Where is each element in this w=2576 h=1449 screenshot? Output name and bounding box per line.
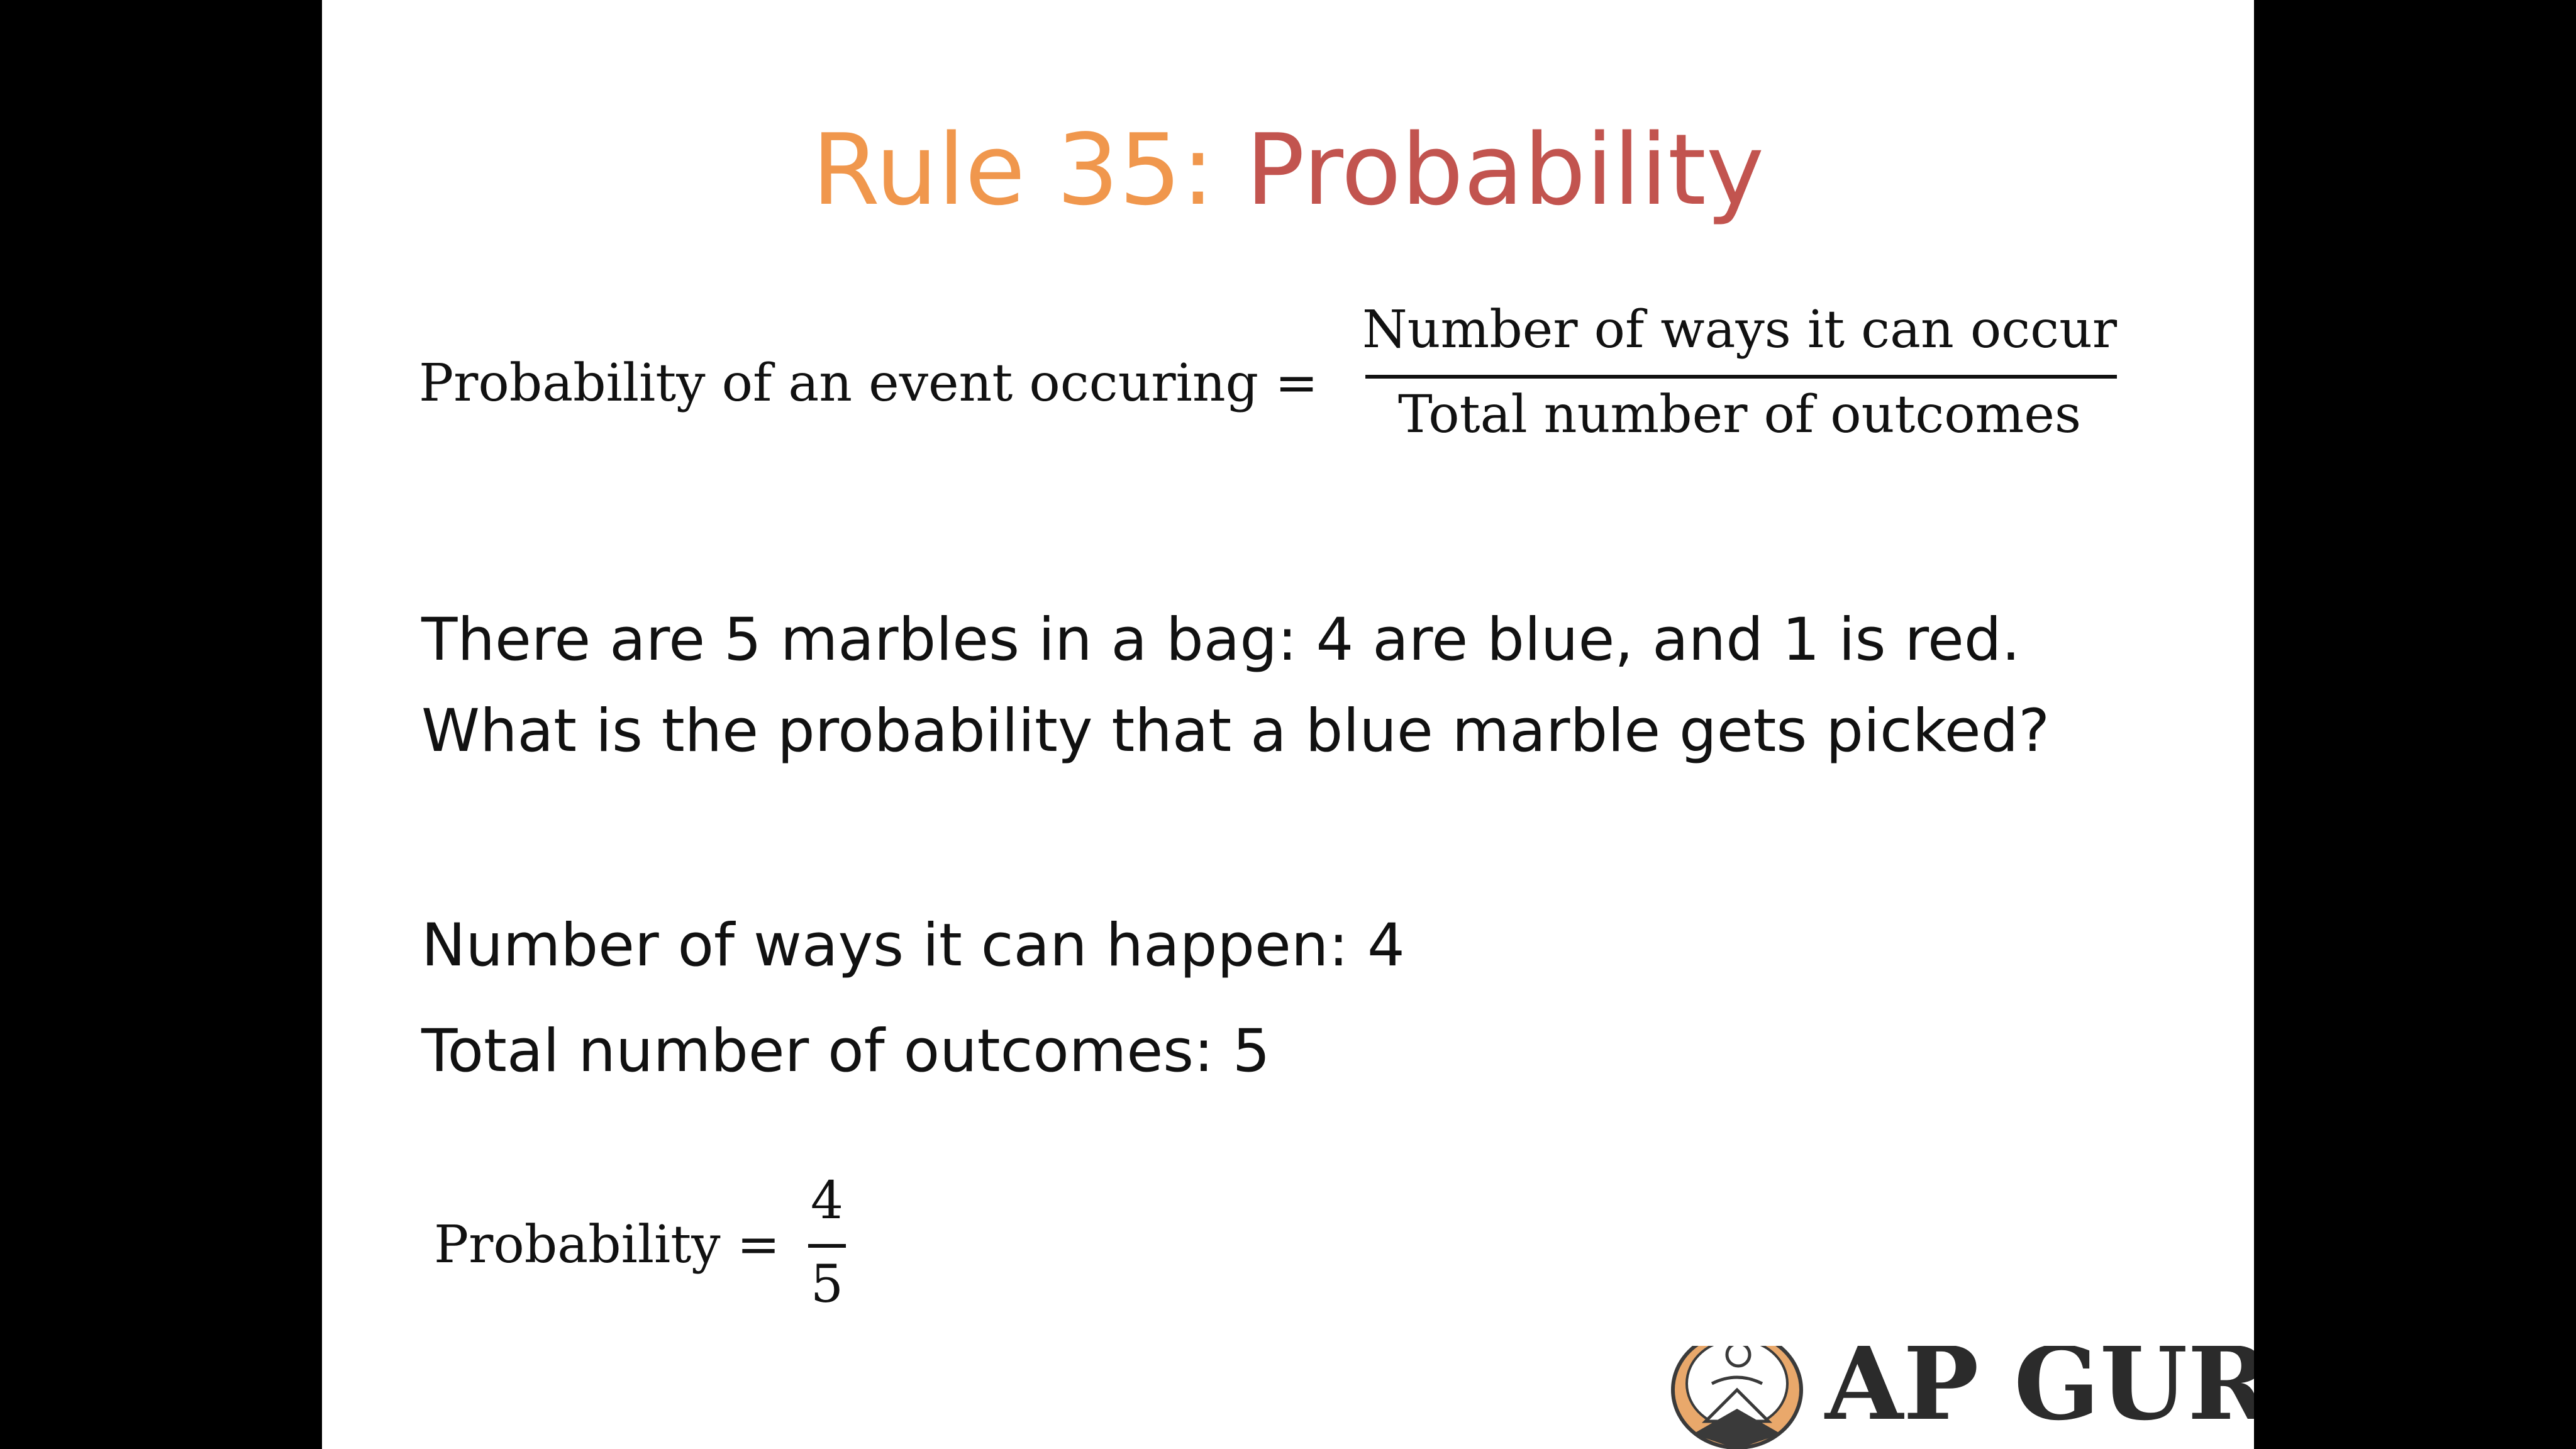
answer-lhs: Probability = — [434, 1215, 780, 1275]
answer-numerator: 4 — [810, 1171, 844, 1231]
formula-lhs: Probability of an event occuring = — [419, 353, 1318, 413]
ap-guru-logo: AP GURU — [1668, 1346, 2254, 1449]
ways-line: Number of ways it can happen: 4 — [421, 911, 1405, 980]
solution-steps: Number of ways it can happen: 4 Total nu… — [421, 893, 2057, 1104]
slide-title-rule: Rule 35: — [811, 113, 1246, 227]
guru-mascot-icon — [1671, 1346, 1803, 1449]
slide: Rule 35: Probability Probability of an e… — [322, 0, 2254, 1449]
formula-fraction: Number of ways it can occur Total number… — [1362, 296, 2117, 459]
answer-fraction-bar — [808, 1244, 846, 1248]
slide-title: Rule 35: Probability — [322, 101, 2254, 239]
question-line-2: What is the probability that a blue marb… — [421, 697, 2050, 765]
slide-title-topic: Probability — [1245, 113, 1765, 227]
question-text: There are 5 marbles in a bag: 4 are blue… — [421, 594, 2214, 777]
answer-fraction: 4 5 — [802, 1167, 852, 1318]
probability-formula: Probability of an event occuring = Numbe… — [419, 296, 2180, 472]
answer-denominator: 5 — [810, 1255, 844, 1314]
formula-denominator: Total number of outcomes — [1397, 385, 2082, 445]
question-line-1: There are 5 marbles in a bag: 4 are blue… — [421, 606, 2021, 674]
answer-formula: Probability = 4 5 — [434, 1167, 1000, 1318]
outcomes-line: Total number of outcomes: 5 — [421, 1017, 1270, 1085]
fraction-bar — [1365, 375, 2117, 379]
formula-numerator: Number of ways it can occur — [1362, 300, 2118, 360]
logo-wordmark: AP GURU — [1825, 1346, 2254, 1443]
